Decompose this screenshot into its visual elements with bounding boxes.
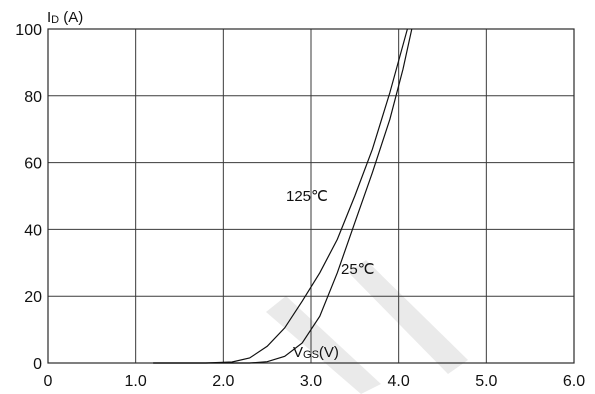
y-tick-label: 100 — [15, 22, 42, 39]
y-tick-label: 40 — [24, 222, 42, 239]
x-axis-label: VGS(V) — [293, 344, 339, 361]
watermark-stripe-left — [266, 296, 381, 394]
y-tick-labels: 0 20 40 60 80 100 — [15, 22, 42, 373]
y-tick-label: 60 — [24, 156, 42, 173]
x-tick-label: 2.0 — [212, 373, 234, 390]
x-tick-label: 6.0 — [563, 373, 585, 390]
x-tick-label: 0 — [44, 373, 53, 390]
y-tick-label: 20 — [24, 289, 42, 306]
series-label-25c: 25℃ — [341, 261, 375, 278]
y-tick-label: 0 — [33, 356, 42, 373]
watermark-stripe-right — [348, 260, 468, 374]
x-tick-label: 4.0 — [388, 373, 410, 390]
x-tick-label: 3.0 — [300, 373, 322, 390]
x-tick-labels: 0 1.0 2.0 3.0 4.0 5.0 6.0 — [44, 373, 586, 390]
series-line-125c — [153, 28, 408, 364]
y-tick-label: 80 — [24, 89, 42, 106]
plot-frame — [47, 28, 575, 364]
x-tick-label: 5.0 — [475, 373, 497, 390]
series-label-125c: 125℃ — [286, 188, 328, 205]
series-group — [153, 28, 413, 364]
y-axis-label: ID (A) — [47, 9, 83, 26]
series-line-25c — [153, 28, 413, 364]
x-tick-label: 1.0 — [125, 373, 147, 390]
